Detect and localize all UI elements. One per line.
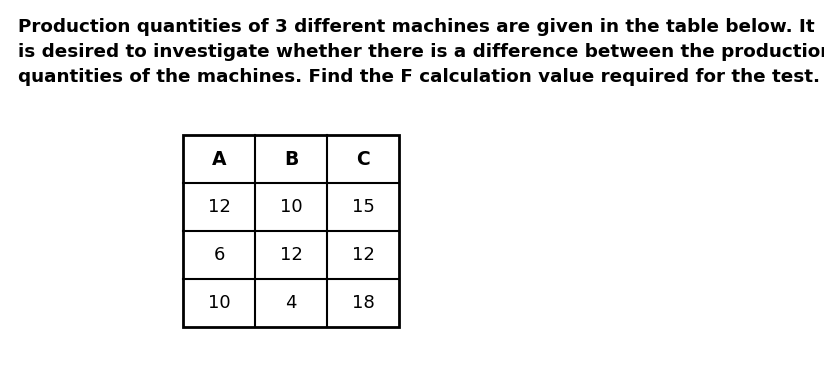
Text: A: A [212, 149, 227, 168]
Text: 18: 18 [352, 294, 374, 312]
Text: 12: 12 [208, 198, 231, 216]
Text: 6: 6 [213, 246, 225, 264]
Text: 15: 15 [352, 198, 374, 216]
Text: 12: 12 [279, 246, 302, 264]
Text: 10: 10 [208, 294, 231, 312]
Text: B: B [283, 149, 298, 168]
Text: C: C [356, 149, 370, 168]
Text: 4: 4 [285, 294, 297, 312]
Text: Production quantities of 3 different machines are given in the table below. It
i: Production quantities of 3 different mac… [18, 18, 824, 86]
Text: 10: 10 [279, 198, 302, 216]
Text: 12: 12 [352, 246, 374, 264]
Bar [183, 135, 399, 327]
